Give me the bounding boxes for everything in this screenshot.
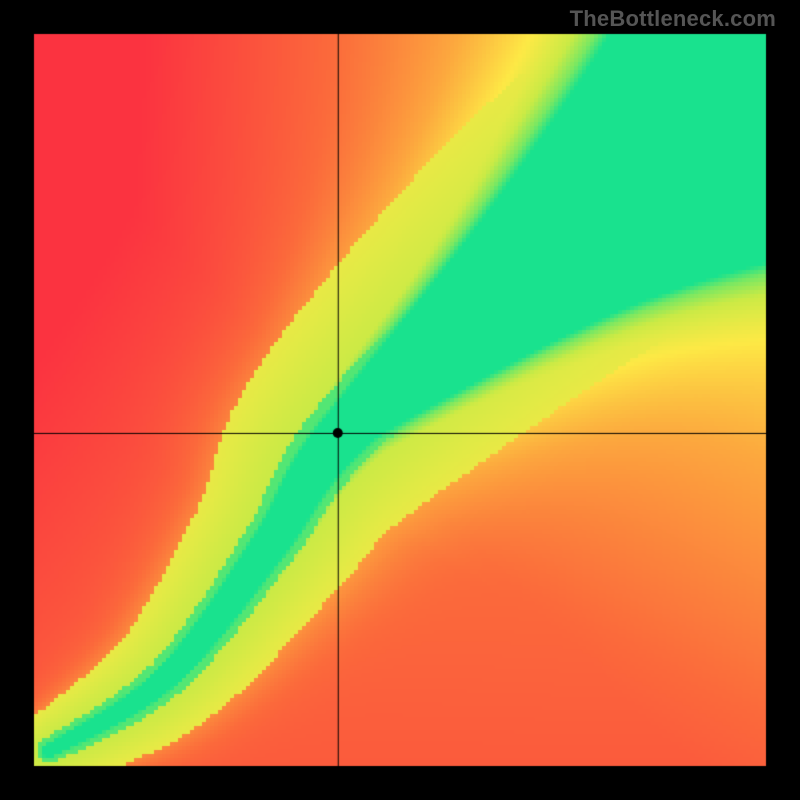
heatmap-canvas [0, 0, 800, 800]
watermark-text: TheBottleneck.com [570, 6, 776, 32]
